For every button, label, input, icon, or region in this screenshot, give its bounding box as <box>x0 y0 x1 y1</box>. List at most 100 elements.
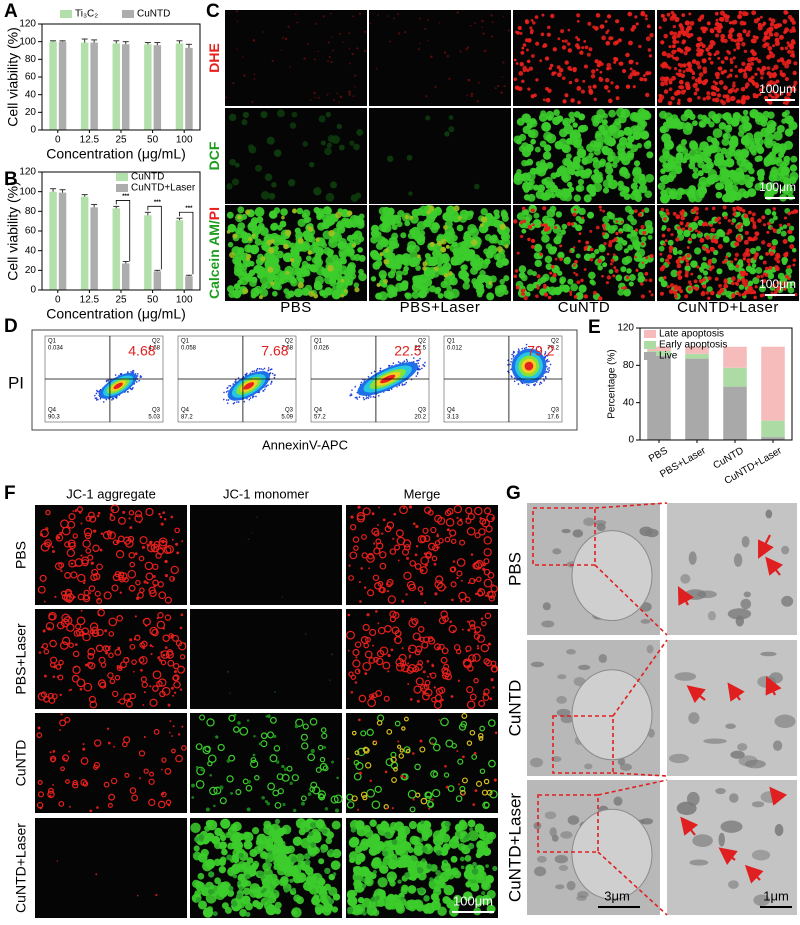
cell <box>443 772 450 778</box>
cell <box>230 791 234 795</box>
cell <box>413 685 422 694</box>
cell <box>786 91 792 97</box>
cell <box>743 174 751 183</box>
cell <box>428 285 436 293</box>
cell <box>712 92 717 97</box>
cell <box>610 258 615 263</box>
cell <box>436 546 439 549</box>
event-dot <box>398 384 401 387</box>
cell <box>456 570 463 577</box>
cell <box>668 170 677 179</box>
event-dot <box>537 345 540 348</box>
cell <box>409 654 412 657</box>
cell <box>744 230 749 235</box>
cell <box>694 286 699 291</box>
cell <box>606 62 612 68</box>
cell <box>561 39 565 43</box>
event-dot <box>404 383 406 386</box>
event-dot <box>255 395 257 398</box>
scale-bar-label: 100μm <box>759 180 796 194</box>
cell <box>419 17 422 20</box>
cell <box>478 528 486 536</box>
cell <box>721 260 726 264</box>
cell <box>521 46 525 50</box>
cell <box>153 728 160 735</box>
legend-label: Ti₃C₂ <box>75 9 98 20</box>
plot-frame <box>41 171 201 291</box>
event-dot <box>227 399 230 401</box>
cell <box>574 43 580 48</box>
cell <box>64 716 71 723</box>
cell <box>783 287 787 291</box>
cell <box>408 647 411 650</box>
cell <box>494 87 497 90</box>
event-dot <box>544 352 547 355</box>
cell <box>663 216 667 221</box>
cell <box>396 536 406 546</box>
cell <box>395 274 403 282</box>
cell <box>483 548 492 557</box>
cell <box>145 624 148 627</box>
cell <box>664 258 670 263</box>
cell <box>685 259 689 263</box>
cell <box>137 895 139 897</box>
cell <box>281 36 284 39</box>
cell <box>552 47 557 52</box>
cell <box>242 56 244 58</box>
cell <box>127 569 137 579</box>
cell <box>561 174 569 182</box>
cell <box>577 178 585 186</box>
cell <box>195 765 199 769</box>
cell <box>618 114 627 124</box>
cell <box>659 76 666 82</box>
cell <box>283 243 289 250</box>
cell <box>349 62 351 65</box>
x-axis-label: Concentration (μg/mL) <box>46 306 186 322</box>
cell <box>59 729 61 731</box>
cell <box>771 211 777 216</box>
cell <box>768 80 774 86</box>
cell <box>697 274 702 280</box>
cell <box>707 261 712 266</box>
cell <box>789 28 794 34</box>
cell <box>125 700 133 708</box>
cell <box>160 522 164 526</box>
cell <box>736 37 741 43</box>
micrograph <box>190 713 342 813</box>
cell <box>772 207 777 211</box>
cell <box>480 643 490 653</box>
cell <box>108 617 118 627</box>
cell <box>395 657 405 667</box>
cell <box>242 111 250 119</box>
cell <box>766 66 771 70</box>
cell <box>750 218 754 223</box>
cell <box>770 33 774 37</box>
cell <box>437 292 444 299</box>
cell <box>470 94 473 98</box>
cell <box>401 726 406 731</box>
cell <box>715 75 720 80</box>
cell <box>692 172 699 179</box>
cell <box>492 686 495 689</box>
cell <box>761 115 769 123</box>
cell <box>420 569 424 572</box>
cell <box>597 258 602 264</box>
cell <box>350 194 359 202</box>
cell <box>37 726 41 730</box>
bar <box>80 42 89 130</box>
cell <box>779 91 784 96</box>
cell <box>93 572 101 581</box>
cell <box>399 505 408 515</box>
cell <box>702 270 709 276</box>
cell <box>71 674 80 683</box>
cell <box>658 245 665 252</box>
cell <box>529 167 537 175</box>
x-tick-label: PBS <box>647 445 670 465</box>
cell <box>750 137 760 148</box>
cell <box>36 732 43 739</box>
event-dot <box>237 377 240 379</box>
cell <box>678 68 682 73</box>
cell <box>679 85 685 90</box>
event-dot <box>423 365 425 367</box>
cell <box>68 642 74 648</box>
